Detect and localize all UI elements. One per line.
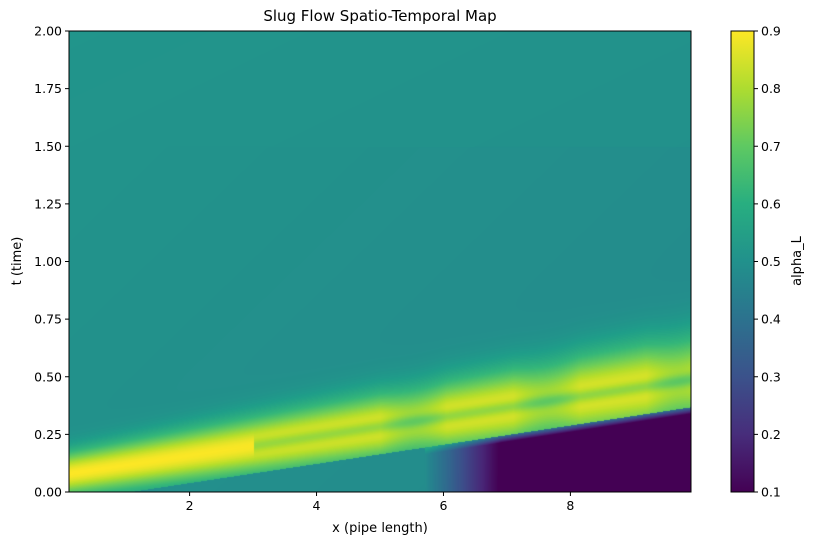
- x-tick-label: 8: [566, 498, 574, 513]
- heatmap-plot-area: [69, 31, 691, 492]
- y-tick-label: 0.25: [34, 427, 62, 442]
- colorbar-tick-label: 0.4: [761, 312, 781, 327]
- colorbar-tick-label: 0.6: [761, 196, 781, 211]
- x-tick-label: 2: [186, 498, 194, 513]
- colorbar-tick-label: 0.5: [761, 254, 781, 269]
- colorbar-tick-label: 0.1: [761, 485, 781, 500]
- colorbar-tick-label: 0.8: [761, 81, 781, 96]
- y-tick-label: 0.75: [34, 312, 62, 327]
- colorbar-tick-label: 0.9: [761, 24, 781, 39]
- y-axis-label: t (time): [10, 237, 25, 286]
- x-axis: 2 4 6 8: [186, 492, 574, 513]
- y-tick-label: 2.00: [34, 24, 62, 39]
- y-tick-label: 1.50: [34, 139, 62, 154]
- x-tick-label: 6: [439, 498, 447, 513]
- colorbar-tick-label: 0.7: [761, 139, 781, 154]
- y-axis: 0.00 0.25 0.50 0.75 1.00 1.25 1.50 1.75 2.00: [34, 24, 69, 500]
- y-tick-label: 0.00: [34, 485, 62, 500]
- colorbar: [731, 31, 754, 492]
- colorbar-axis: 0.1 0.2 0.3 0.4 0.5 0.6 0.7 0.8 0.9: [754, 24, 781, 500]
- x-axis-label: x (pipe length): [332, 521, 428, 536]
- y-tick-label: 0.50: [34, 369, 62, 384]
- colorbar-tick-label: 0.3: [761, 369, 781, 384]
- colorbar-label: alpha_L: [790, 235, 805, 286]
- y-tick-label: 1.00: [34, 254, 62, 269]
- colorbar-tick-label: 0.2: [761, 427, 781, 442]
- chart-title: Slug Flow Spatio-Temporal Map: [263, 7, 496, 25]
- heatmap-canvas: [69, 31, 691, 492]
- y-tick-label: 1.75: [34, 81, 62, 96]
- x-tick-label: 4: [313, 498, 321, 513]
- y-tick-label: 1.25: [34, 196, 62, 211]
